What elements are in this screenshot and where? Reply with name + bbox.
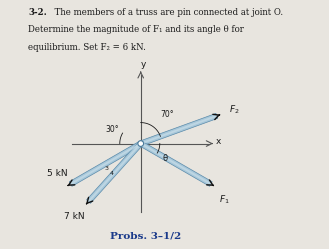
Text: The members of a truss are pin connected at joint O.: The members of a truss are pin connected… — [49, 8, 284, 17]
Text: x: x — [216, 137, 221, 146]
Text: equilibrium. Set F₂ = 6 kN.: equilibrium. Set F₂ = 6 kN. — [28, 43, 146, 52]
Text: Determine the magnitude of F₁ and its angle θ for: Determine the magnitude of F₁ and its an… — [28, 25, 244, 34]
Text: $F_1$: $F_1$ — [218, 193, 229, 206]
Polygon shape — [140, 143, 211, 185]
Text: 3-2.: 3-2. — [28, 8, 47, 17]
Text: 4: 4 — [110, 171, 114, 176]
Text: 7 kN: 7 kN — [64, 212, 85, 221]
Polygon shape — [88, 143, 141, 202]
Polygon shape — [69, 141, 142, 186]
Polygon shape — [140, 113, 218, 146]
Text: 5 kN: 5 kN — [47, 169, 67, 178]
Text: y: y — [141, 60, 146, 69]
Text: Probs. 3–1/2: Probs. 3–1/2 — [110, 232, 181, 241]
Text: θ: θ — [163, 154, 168, 163]
Text: 3: 3 — [104, 166, 109, 171]
Circle shape — [138, 141, 143, 146]
Text: 70°: 70° — [161, 110, 174, 119]
Text: $F_2$: $F_2$ — [229, 104, 240, 116]
Polygon shape — [70, 143, 141, 185]
Polygon shape — [139, 141, 212, 186]
Polygon shape — [87, 142, 143, 203]
Polygon shape — [140, 115, 217, 144]
Text: 30°: 30° — [105, 125, 119, 134]
